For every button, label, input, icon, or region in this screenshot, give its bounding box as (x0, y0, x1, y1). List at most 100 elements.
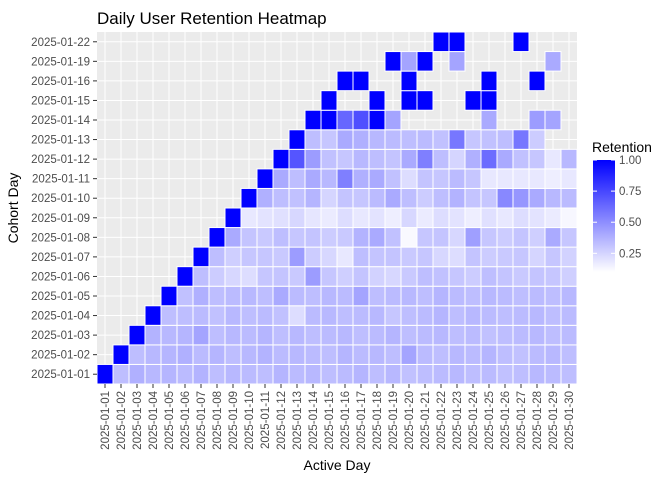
heatmap-cell (384, 148, 402, 170)
heatmap-cell (336, 324, 354, 346)
heatmap-cell (272, 324, 290, 346)
heatmap-cell (272, 187, 290, 209)
heatmap-cell (208, 324, 226, 346)
heatmap-cell (512, 305, 530, 326)
heatmap-cell (512, 227, 530, 248)
heatmap-cell (352, 207, 370, 229)
heatmap-cell (256, 207, 274, 229)
heatmap-cell (288, 363, 306, 385)
heatmap-cell (224, 344, 242, 365)
heatmap-cell (192, 363, 210, 385)
heatmap-cell (336, 266, 354, 287)
heatmap-cell (352, 227, 370, 248)
heatmap-cell (528, 266, 546, 287)
heatmap-cell (544, 51, 562, 72)
x-tick-label: 2025-01-19 (388, 391, 400, 450)
y-tick-labels: 2025-01-01 2025-01-02 2025-01-03 2025-01-04… (31, 37, 97, 381)
heatmap-cell (320, 109, 338, 131)
heatmap-cell (432, 324, 450, 346)
heatmap-cell (208, 285, 226, 307)
heatmap-cell (544, 246, 562, 268)
legend-colorbar (593, 160, 615, 272)
heatmap-cell (240, 305, 258, 326)
heatmap-cell (128, 344, 146, 365)
heatmap-cell (400, 51, 418, 72)
heatmap-cell (448, 168, 466, 189)
heatmap-cell (272, 227, 290, 248)
y-tick-label: 2025-01-22 (31, 37, 90, 49)
heatmap-cell (400, 266, 418, 287)
heatmap-cell (480, 246, 498, 268)
heatmap-cell (560, 207, 578, 229)
x-tick-label: 2025-01-29 (548, 391, 560, 450)
heatmap-cell (496, 285, 514, 307)
heatmap-cell (352, 148, 370, 170)
heatmap-cell (384, 363, 402, 385)
x-tick-label: 2025-01-12 (276, 391, 288, 450)
heatmap-cell (288, 285, 306, 307)
heatmap-cell (480, 187, 498, 209)
heatmap-cell (464, 148, 482, 170)
heatmap-cell (304, 129, 322, 150)
heatmap-cell (400, 207, 418, 229)
heatmap-cell (544, 187, 562, 209)
heatmap-cell (512, 207, 530, 229)
heatmap-cell (336, 187, 354, 209)
heatmap-cell (512, 324, 530, 346)
heatmap-cell (416, 363, 434, 385)
heatmap-cell (336, 305, 354, 326)
heatmap-cell (400, 168, 418, 189)
heatmap-cell (400, 227, 418, 248)
x-tick-label: 2025-01-23 (452, 391, 464, 450)
heatmap-cell (304, 187, 322, 209)
heatmap-cell (224, 363, 242, 385)
heatmap-cell (448, 344, 466, 365)
heatmap-cell (448, 31, 466, 53)
heatmap-cell (496, 305, 514, 326)
heatmap-cell (400, 148, 418, 170)
heatmap-cell (288, 129, 306, 150)
heatmap-cell (512, 285, 530, 307)
heatmap-cell (352, 246, 370, 268)
heatmap-cell (400, 187, 418, 209)
heatmap-cell (528, 207, 546, 229)
heatmap-cell (528, 344, 546, 365)
x-tick-label: 2025-01-26 (500, 391, 512, 450)
heatmap-cell (288, 305, 306, 326)
heatmap-cell (256, 187, 274, 209)
heatmap-cell (240, 227, 258, 248)
heatmap-cell (368, 363, 386, 385)
x-tick-label: 2025-01-21 (420, 391, 432, 450)
heatmap-cell (336, 344, 354, 365)
heatmap-cell (336, 285, 354, 307)
heatmap-cell (320, 246, 338, 268)
heatmap-cell (256, 246, 274, 268)
heatmap-cell (352, 363, 370, 385)
heatmap-cell (416, 168, 434, 189)
heatmap-cell (400, 246, 418, 268)
x-tick-label: 2025-01-01 (100, 391, 112, 450)
heatmap-cell (544, 344, 562, 365)
heatmap-cell (256, 363, 274, 385)
heatmap-cell (464, 227, 482, 248)
heatmap-cell (464, 90, 482, 111)
heatmap-cell (560, 324, 578, 346)
heatmap-cell (448, 129, 466, 150)
heatmap-cell (368, 227, 386, 248)
heatmap-cell (464, 207, 482, 229)
heatmap-cell (320, 207, 338, 229)
heatmap-cell (384, 187, 402, 209)
heatmap-cell (368, 285, 386, 307)
heatmap-cell (368, 344, 386, 365)
heatmap-cell (400, 305, 418, 326)
x-tick-label: 2025-01-03 (132, 391, 144, 450)
heatmap-cell (448, 305, 466, 326)
heatmap-cell (176, 324, 194, 346)
heatmap-cell (448, 148, 466, 170)
heatmap-cell (304, 246, 322, 268)
heatmap-cell (384, 207, 402, 229)
x-tick-label: 2025-01-25 (484, 391, 496, 450)
heatmap-cell (256, 344, 274, 365)
heatmap-cell (384, 285, 402, 307)
